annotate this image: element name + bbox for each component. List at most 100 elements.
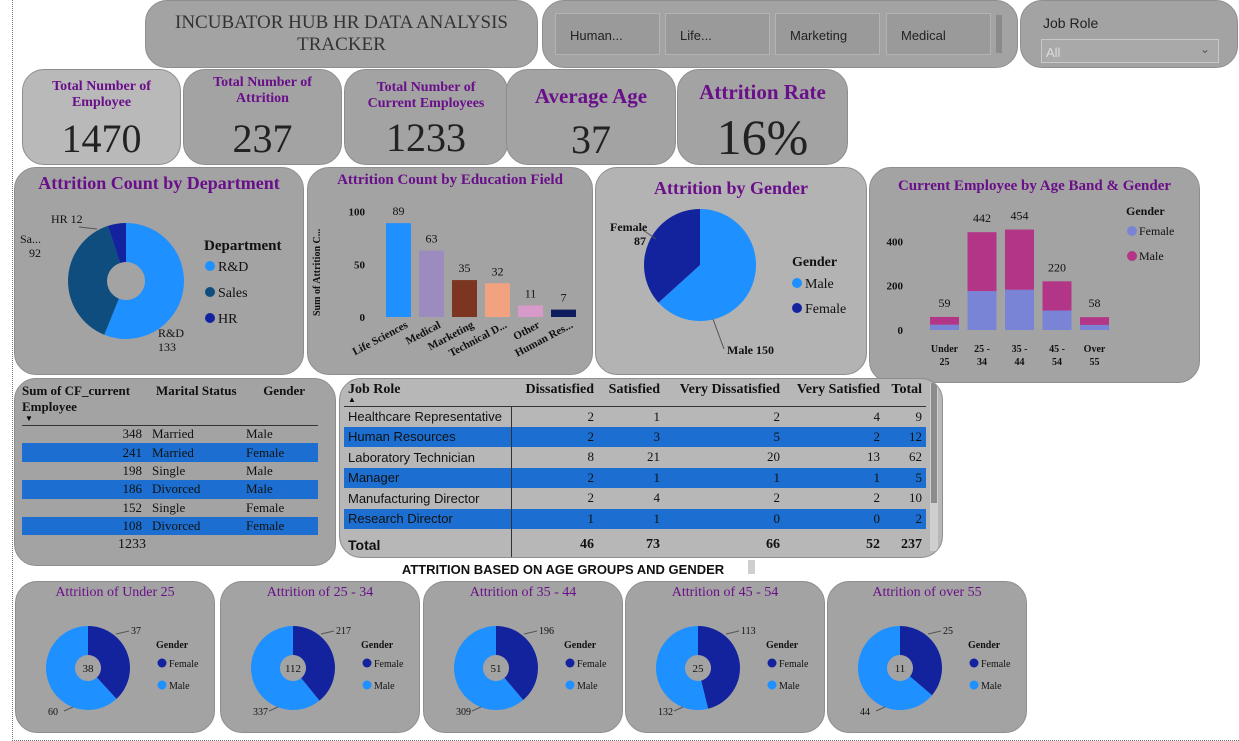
chart-title: Attrition of 45 - 54 [671, 585, 779, 600]
table-header-row: Job Role Dissatisfied Satisfied Very Dissat… [344, 380, 926, 406]
data-label-female: 37 [131, 626, 141, 637]
bar-male-3 [1042, 281, 1072, 311]
kpi-value: 1470 [61, 116, 142, 161]
legend-title: Gender [361, 640, 394, 651]
bar-3 [485, 283, 510, 317]
kpi-attrition-rate: Attrition Rate 16% [677, 69, 848, 165]
table-cell: 2 [511, 467, 598, 488]
slice-male [46, 626, 117, 710]
slice-female [644, 209, 700, 303]
table-total-row[interactable]: Total 46 73 66 52 237 [344, 529, 926, 557]
table-header[interactable]: Very Dissatisfied [679, 382, 780, 397]
donut-center-label: 25 [693, 663, 705, 675]
table-row[interactable]: 152 Single Female [22, 499, 318, 517]
bar-value-label: 89 [393, 204, 405, 218]
table-cell: Healthcare Representative [344, 405, 512, 427]
data-label-male: 132 [658, 707, 673, 718]
table-header[interactable]: Dissatisfied [525, 382, 594, 397]
table-header[interactable]: Satisfied [608, 382, 660, 397]
table-cell: 186 [22, 480, 146, 499]
x-tick-label: 25 [940, 357, 950, 368]
kpi-total-attrition: Total Number of Attrition 237 [183, 69, 342, 165]
table-row[interactable]: Human Resources 2 3 5 2 12 [344, 426, 926, 447]
legend-label-0: Female [577, 659, 607, 670]
table-header[interactable]: Gender [263, 383, 306, 398]
x-tick-label: 34 [977, 357, 987, 368]
table-header[interactable]: Job Role [348, 382, 401, 397]
bar-value-label: 35 [459, 261, 471, 275]
table-header[interactable]: Very Satisfied [796, 382, 880, 397]
age-section-heading: ATTRITION BASED ON AGE GROUPS AND GENDER [401, 562, 725, 577]
table-cell: Female [246, 516, 318, 536]
table-header[interactable]: Total [891, 382, 922, 397]
legend-marker-0 [792, 278, 802, 288]
table-scrollbar[interactable] [930, 383, 938, 551]
table-cell: 62 [909, 449, 922, 465]
kpi-label: Total Number of Employee [52, 79, 151, 110]
job-role-label: Job Role [1043, 15, 1099, 31]
slice-female [496, 626, 538, 701]
x-tick-label: 55 [1090, 357, 1100, 368]
leader-line-female [639, 227, 657, 240]
slice-female [88, 626, 131, 699]
x-tick-label: 35 - [1012, 344, 1028, 355]
chart-title: Attrition of 25 - 34 [266, 585, 374, 600]
table-cell: 2 [784, 426, 884, 447]
slicer-button-medical[interactable]: Medical [886, 13, 991, 55]
table-cell: 0 [664, 508, 784, 529]
table-cell: 66 [766, 537, 780, 552]
table-row[interactable]: 348 Married Male [22, 425, 318, 443]
x-tick-label: 54 [1052, 357, 1062, 368]
table-row[interactable]: Research Director 1 1 0 0 2 [344, 508, 926, 529]
job-role-dropdown[interactable]: All ⌄ [1041, 39, 1219, 63]
leader-line-male [268, 706, 279, 712]
chart-title: Attrition Count by Department [38, 173, 280, 193]
chart-title: Attrition by Gender [654, 178, 808, 198]
legend-marker-0 [565, 658, 575, 668]
x-tick-label: 25 - [974, 344, 990, 355]
leader-line-female [523, 630, 538, 635]
slice-female [293, 626, 335, 701]
table-cell: Total [344, 529, 512, 557]
bar-2 [452, 280, 477, 317]
table-row[interactable]: Manufacturing Director 2 4 2 2 10 [344, 488, 926, 509]
table-cell: 73 [646, 537, 660, 552]
slicer-scrollbar[interactable] [996, 15, 1002, 53]
bar-total-label: 442 [973, 211, 991, 225]
donut-hole [76, 656, 100, 680]
x-tick-label: Over [1084, 344, 1106, 355]
table-cell: 2 [511, 426, 598, 447]
slicer-button-human[interactable]: Human... [555, 13, 660, 55]
table-top-border [22, 425, 318, 426]
table-row[interactable]: 108 Divorced Female [22, 516, 318, 536]
data-label-female-name: Female [610, 220, 648, 234]
legend-label-0: Female [779, 659, 809, 670]
slicer-button-life[interactable]: Life... [665, 13, 770, 55]
table-row[interactable]: Laboratory Technician 8 21 20 13 62 [344, 447, 926, 468]
scrollbar-thumb[interactable] [931, 383, 937, 503]
legend-label-0: R&D [218, 260, 248, 275]
slice-female [900, 626, 942, 696]
table-row[interactable]: 198 Single Male [22, 462, 318, 480]
leader-line-hr [78, 226, 98, 230]
table-cell: 1 [511, 508, 598, 529]
slicer-button-marketing[interactable]: Marketing [775, 13, 880, 55]
bar-total-label: 59 [939, 296, 951, 310]
bar-male-4 [1080, 317, 1109, 325]
table-cell: 2 [511, 405, 598, 427]
age-donut-card: Attrition of 25 - 34 112 217 337 Gender Femal… [220, 581, 420, 733]
table-row[interactable]: 186 Divorced Male [22, 480, 318, 499]
table-cell: 108 [22, 516, 146, 536]
table-cell: 1 [598, 405, 664, 427]
data-label-rnd-value: 133 [158, 340, 176, 354]
table-cell: 152 [122, 499, 143, 515]
bar-female-4 [1080, 324, 1109, 330]
table-row[interactable]: Healthcare Representative 2 1 2 4 9 [344, 405, 926, 427]
table-header[interactable]: Marital Status [156, 383, 237, 398]
jobrole-table: Job Role Dissatisfied Satisfied Very Dissat… [344, 380, 926, 557]
table-row[interactable]: 241 Married Female [22, 443, 318, 462]
age-donut-card: Attrition of Under 25 38 37 60 Gender Female M… [15, 581, 215, 733]
table-header[interactable]: Sum of CF_current Employee [22, 383, 131, 414]
bar-total-label: 58 [1089, 296, 1101, 310]
table-row[interactable]: Manager 2 1 1 1 5 [344, 467, 926, 488]
